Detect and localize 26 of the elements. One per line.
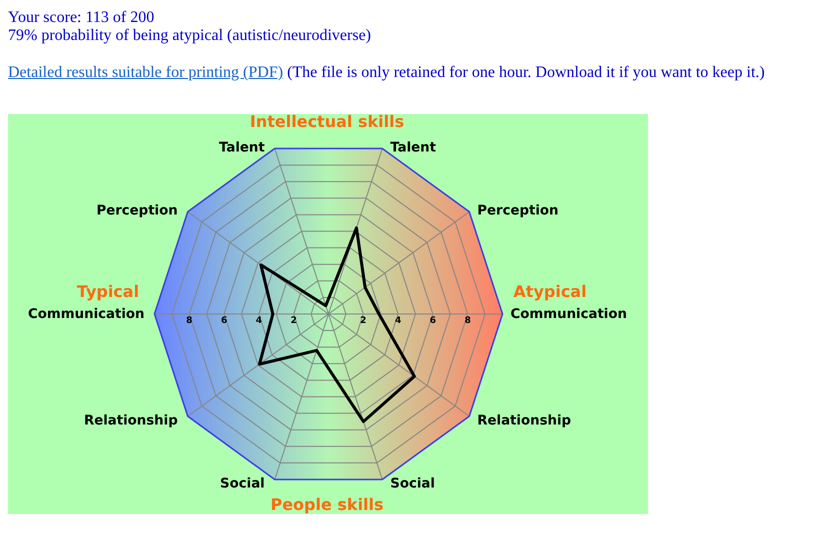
- text: Typical: [76, 282, 140, 301]
- y-tick-label: 2: [290, 316, 297, 326]
- chart-title: Your score: 113 of 200: [8, 9, 154, 27]
- spoke-label: Social: [390, 476, 435, 492]
- spoke-label: Communication: [510, 307, 627, 322]
- y-tick-label: 2: [360, 316, 366, 326]
- spoke-label: Relationship: [477, 413, 572, 428]
- y-tick-label: 6: [430, 316, 436, 326]
- spoke-label: Talent: [390, 140, 437, 156]
- text: Atypical: [513, 282, 587, 301]
- y-tick-label: 8: [186, 316, 192, 326]
- spoke-label: Perception: [477, 204, 559, 219]
- text: People skills: [270, 495, 384, 514]
- spoke-label: Communication: [28, 307, 144, 322]
- spoke-label: Talent: [218, 140, 266, 156]
- y-tick-label: 4: [394, 316, 402, 326]
- text: Detailed results suitable for printing (PDF): [8, 64, 284, 81]
- text: Intellectual skills: [250, 112, 404, 131]
- chart-subtitle: 79% probability of being atypical (autistic/neurodiverse): [8, 27, 371, 45]
- y-tick-label: 8: [464, 316, 471, 326]
- spoke-label: Social: [220, 476, 265, 492]
- y-tick-label: 6: [220, 316, 228, 326]
- y-tick-label: 4: [256, 316, 262, 326]
- spoke-label: Relationship: [84, 413, 178, 428]
- text: (The file is only retained for one hour. Download it if you want to keep it.): [287, 64, 765, 81]
- spoke-label: Perception: [96, 204, 178, 219]
